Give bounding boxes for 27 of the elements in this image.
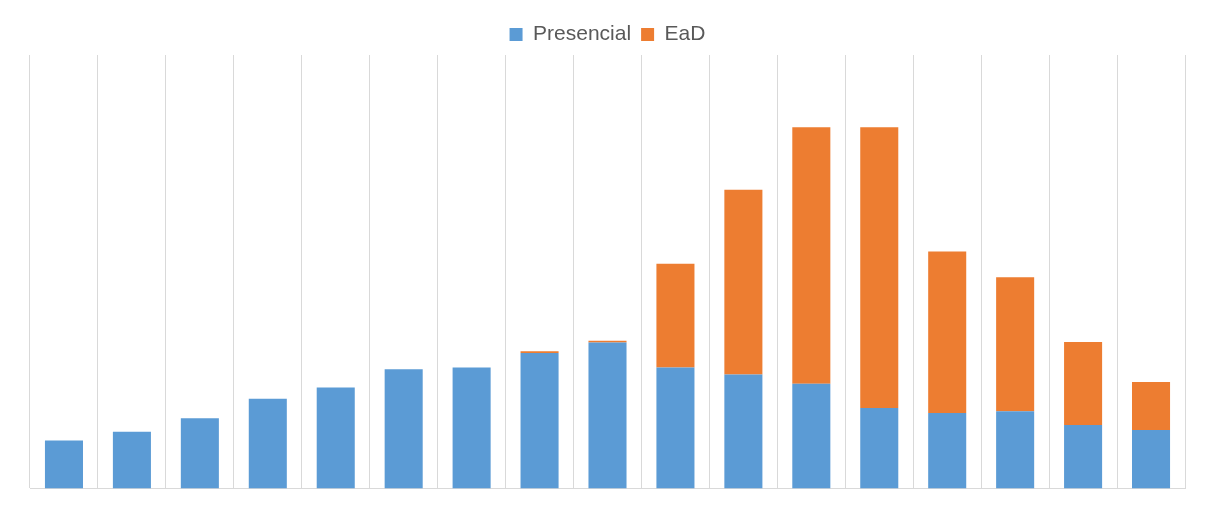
bar	[656, 367, 695, 489]
bar	[928, 251, 967, 414]
bar	[1064, 425, 1103, 489]
bar	[724, 374, 763, 489]
bar	[180, 418, 219, 489]
bar	[724, 189, 763, 375]
bar	[384, 369, 423, 489]
bar	[1064, 341, 1103, 426]
bar	[928, 413, 967, 489]
bar	[44, 440, 83, 489]
bar	[1132, 430, 1171, 489]
bar	[520, 353, 559, 489]
legend-label: Presencial	[533, 21, 632, 45]
bar	[248, 398, 287, 489]
bar	[112, 431, 151, 489]
bar	[860, 408, 899, 489]
bar	[656, 263, 695, 368]
bar	[792, 383, 831, 489]
bar	[588, 342, 627, 489]
bar	[996, 411, 1035, 489]
bar	[996, 277, 1035, 412]
bar	[1132, 382, 1171, 431]
bar	[316, 387, 355, 489]
legend-label: EaD	[664, 21, 706, 45]
bar	[792, 127, 831, 384]
bar	[860, 127, 899, 409]
bar	[452, 367, 491, 489]
